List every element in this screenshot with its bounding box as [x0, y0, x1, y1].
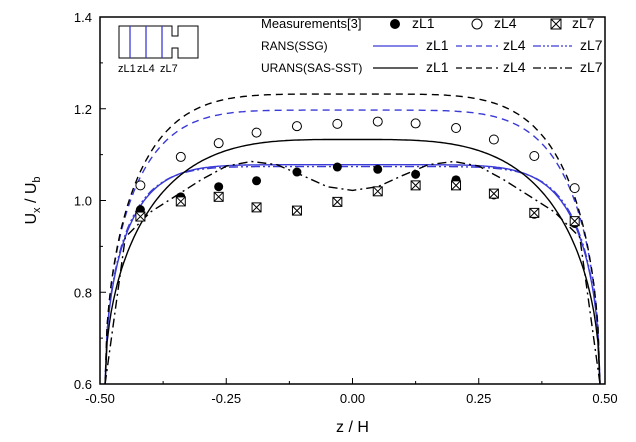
legend-marker-exp-zl4: [471, 18, 483, 30]
data-point-exp_zL7: [251, 202, 262, 213]
legend-text-urans-zl1: zL1: [426, 59, 449, 75]
data-point-exp_zL1: [332, 162, 342, 172]
y-axis-label-sub-b: b: [31, 176, 43, 182]
series-line-urans_zL7: [104, 160, 601, 385]
legend-text-urans-zl4: zL4: [503, 59, 526, 75]
data-point-exp_zL7: [410, 180, 421, 191]
x-tick-label: 0.50: [592, 391, 617, 406]
data-point-exp_zL4: [372, 116, 383, 127]
legend-text-exp-zl1: zL1: [412, 15, 435, 31]
data-point-exp_zL1: [373, 164, 383, 174]
data-point-exp_zL7: [372, 186, 383, 197]
legend-text-exp-zl4: zL4: [494, 15, 517, 31]
y-tick-label: 0.6: [74, 377, 92, 392]
y-axis-label-main: U: [23, 213, 40, 225]
data-point-exp_zL4: [529, 151, 540, 162]
data-point-exp_zL7: [451, 180, 462, 191]
inset-label-zl4: zL4: [137, 63, 155, 75]
y-tick-label: 1.2: [74, 102, 92, 117]
y-axis-label: Ux / Ub: [23, 176, 43, 224]
legend-group-measurements: Measurements[3]: [261, 16, 361, 31]
axis-ticks: -0.50 -0.25 0.00 0.25 0.50 0.6 0.8 1.0 1.2 1.4: [74, 10, 618, 406]
data-point-exp_zL1: [292, 167, 302, 177]
data-point-exp_zL7: [488, 188, 499, 199]
x-tick-label: -0.50: [85, 391, 115, 406]
legend-text-urans-zl7: zL7: [580, 59, 603, 75]
x-tick-label: -0.25: [211, 391, 241, 406]
x-tick-label: 0.00: [340, 391, 365, 406]
data-point-exp_zL7: [135, 211, 146, 222]
data-point-exp_zL1: [252, 176, 262, 186]
data-point-exp_zL4: [291, 121, 302, 132]
data-point-exp_zL1: [411, 169, 421, 179]
data-point-exp_zL7: [213, 191, 224, 202]
legend-text-exp-zl7: zL7: [572, 15, 595, 31]
data-point-exp_zL4: [213, 138, 224, 149]
data-point-exp_zL7: [529, 207, 540, 218]
series-line-rans_zL7: [104, 165, 601, 385]
y-tick-label: 1.0: [74, 194, 92, 209]
legend-text-rans-zl4: zL4: [503, 37, 526, 53]
legend-marker-exp-zl7: [550, 18, 562, 30]
x-tick-label: 0.25: [466, 391, 491, 406]
legend: Measurements[3] zL1 zL4 zL7 RANS(SSG) zL…: [261, 15, 603, 75]
y-axis-label-mid: / U: [23, 183, 40, 208]
y-tick-label: 0.8: [74, 285, 92, 300]
data-point-exp_zL4: [175, 151, 186, 162]
chart-markers: [135, 116, 580, 228]
data-point-exp_zL7: [332, 196, 343, 207]
data-point-exp_zL7: [291, 205, 302, 216]
data-point-exp_zL4: [135, 180, 146, 191]
data-point-exp_zL7: [175, 196, 186, 207]
series-line-rans_zL4: [104, 109, 601, 385]
legend-marker-exp-zl1: [390, 19, 400, 29]
data-point-exp_zL1: [214, 182, 224, 192]
x-axis-label: z / H: [336, 419, 369, 436]
data-point-exp_zL7: [569, 216, 580, 227]
data-point-exp_zL4: [332, 118, 343, 129]
chart-curves: [104, 93, 601, 385]
legend-text-rans-zl1: zL1: [426, 37, 449, 53]
data-point-exp_zL4: [451, 123, 462, 134]
inset-channel-outline: [118, 25, 199, 59]
legend-group-urans: URANS(SAS-SST): [261, 61, 362, 75]
legend-text-rans-zl7: zL7: [580, 37, 603, 53]
inset-label-zl7: zL7: [160, 63, 178, 75]
legend-group-rans: RANS(SSG): [261, 39, 328, 53]
y-axis-label-sub-x: x: [31, 207, 43, 213]
series-line-urans_zL1: [104, 138, 601, 385]
data-point-exp_zL4: [488, 134, 499, 145]
series-line-urans_zL4: [104, 93, 601, 385]
inset-label-zl1: zL1: [118, 63, 136, 75]
geometry-inset: zL1 zL4 zL7: [118, 25, 199, 75]
y-tick-label: 1.4: [74, 10, 92, 25]
data-point-exp_zL4: [410, 118, 421, 129]
data-point-exp_zL4: [569, 183, 580, 194]
data-point-exp_zL4: [251, 127, 262, 138]
